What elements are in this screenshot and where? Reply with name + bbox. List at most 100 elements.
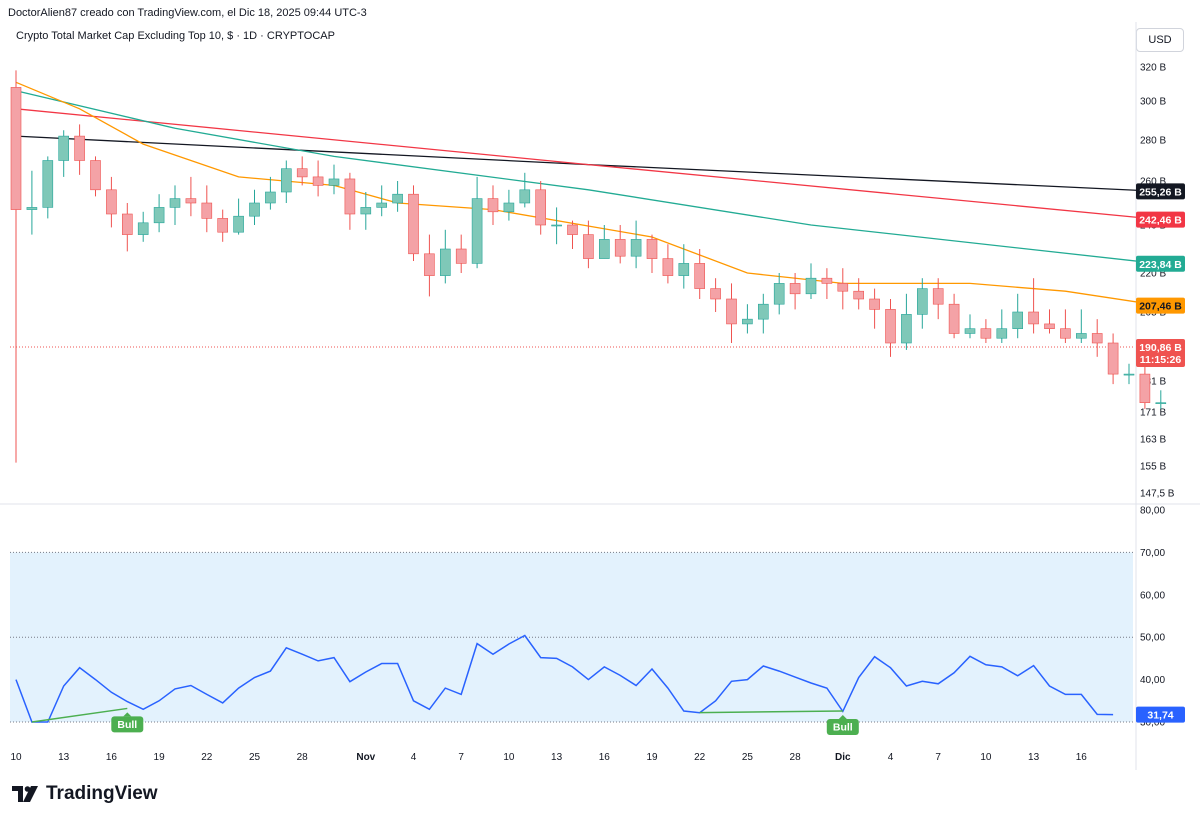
- candle: [455, 248, 467, 264]
- x-tick-label: 7: [935, 752, 941, 763]
- candle: [916, 288, 928, 315]
- candle: [1123, 373, 1135, 376]
- ma-value-label: 207,46 B: [1139, 301, 1182, 313]
- bull-divergence-line: [31, 707, 128, 723]
- candle: [58, 135, 70, 161]
- bull-label-pointer: [123, 712, 132, 717]
- candle: [312, 176, 324, 186]
- price-tick-label: 147,5 B: [1140, 489, 1175, 500]
- price-tick-label: 300 B: [1140, 97, 1166, 108]
- candle: [201, 202, 213, 219]
- chart-attribution: DoctorAlien87 creado con TradingView.com…: [8, 7, 367, 19]
- candle: [233, 215, 244, 233]
- candle: [217, 218, 228, 233]
- candle: [153, 207, 165, 224]
- ma-value-label: 255,26 B: [1139, 186, 1182, 198]
- candle: [630, 239, 642, 257]
- candle: [932, 288, 944, 305]
- candle: [1091, 333, 1103, 344]
- candle: [694, 263, 706, 289]
- candle: [26, 207, 38, 210]
- price-tick-label: 320 B: [1140, 63, 1166, 74]
- tradingview-brand[interactable]: TradingView: [12, 783, 158, 805]
- candle: [1139, 373, 1151, 404]
- candle: [487, 198, 499, 213]
- rsi-line: [15, 634, 1114, 723]
- ma-value-label: 242,46 B: [1139, 215, 1182, 227]
- price-tick-label: 163 B: [1140, 435, 1166, 446]
- candle: [598, 239, 610, 259]
- candle: [742, 318, 753, 325]
- candle: [885, 309, 896, 344]
- candle: [1012, 311, 1024, 329]
- x-tick-label: 19: [646, 752, 658, 763]
- chart-title[interactable]: Crypto Total Market Cap Excluding Top 10…: [16, 30, 335, 42]
- moving-average-line: [15, 108, 1161, 221]
- price-tick-label: 220 B: [1140, 269, 1166, 280]
- last-price-label: 190,86 B: [1139, 342, 1182, 354]
- last-price-badge: [1136, 338, 1185, 367]
- x-tick-label: 28: [790, 752, 802, 763]
- candle: [901, 314, 912, 344]
- candle: [408, 193, 419, 255]
- price-tick-label: 260 B: [1140, 177, 1166, 188]
- candle: [837, 283, 849, 292]
- candle: [249, 202, 260, 217]
- candle: [10, 87, 22, 210]
- rsi-tick-label: 50,00: [1140, 633, 1165, 644]
- candle: [519, 189, 531, 204]
- x-tick-label: 25: [742, 752, 754, 763]
- moving-average-line: [15, 81, 1161, 307]
- x-tick-label: 4: [888, 752, 894, 763]
- brand-name: TradingView: [46, 783, 158, 804]
- x-tick-label: 10: [980, 752, 992, 763]
- candle: [265, 191, 276, 204]
- x-tick-label: Nov: [356, 752, 375, 763]
- ma-value-badge: [1136, 183, 1185, 200]
- x-tick-label: 13: [58, 752, 70, 763]
- candle: [74, 135, 85, 161]
- candle: [1060, 328, 1071, 339]
- candle: [869, 298, 880, 310]
- x-tick-label: 4: [411, 752, 417, 763]
- candle: [1076, 333, 1087, 339]
- x-tick-label: 13: [551, 752, 563, 763]
- candle: [789, 283, 801, 295]
- ma-value-label: 223,84 B: [1139, 259, 1182, 271]
- rsi-tick-label: 60,00: [1140, 590, 1165, 601]
- candle: [1028, 311, 1039, 325]
- price-tick-label: 171 B: [1140, 408, 1166, 419]
- x-tick-label: 22: [694, 752, 706, 763]
- x-tick-label: 25: [249, 752, 261, 763]
- candle: [360, 207, 372, 215]
- rsi-tick-label: 70,00: [1140, 548, 1165, 559]
- candle: [535, 189, 547, 226]
- price-tick-label: 155 B: [1140, 462, 1166, 473]
- candle: [853, 290, 865, 300]
- candle: [773, 283, 785, 305]
- x-tick-label: 28: [297, 752, 309, 763]
- candle: [678, 263, 690, 276]
- x-tick-label: 13: [1028, 752, 1040, 763]
- ma-value-badge: [1136, 297, 1185, 314]
- x-tick-label: 10: [503, 752, 515, 763]
- candle: [948, 303, 960, 334]
- x-tick-label: 16: [1076, 752, 1088, 763]
- candle: [1155, 402, 1167, 405]
- bull-label-box: [826, 718, 859, 735]
- ma-value-badge: [1136, 255, 1185, 272]
- x-tick-label: 16: [106, 752, 118, 763]
- candle: [1044, 323, 1055, 329]
- candle: [344, 178, 356, 215]
- candle: [328, 178, 340, 186]
- candle: [137, 222, 149, 235]
- bull-label-box: [111, 716, 144, 733]
- currency-button[interactable]: USD: [1136, 28, 1184, 52]
- candle: [376, 202, 388, 208]
- candle: [471, 198, 483, 264]
- price-tick-label: 181 B: [1140, 377, 1166, 388]
- candle: [392, 193, 403, 204]
- tradingview-logo-icon: [12, 786, 38, 802]
- candle: [980, 328, 992, 339]
